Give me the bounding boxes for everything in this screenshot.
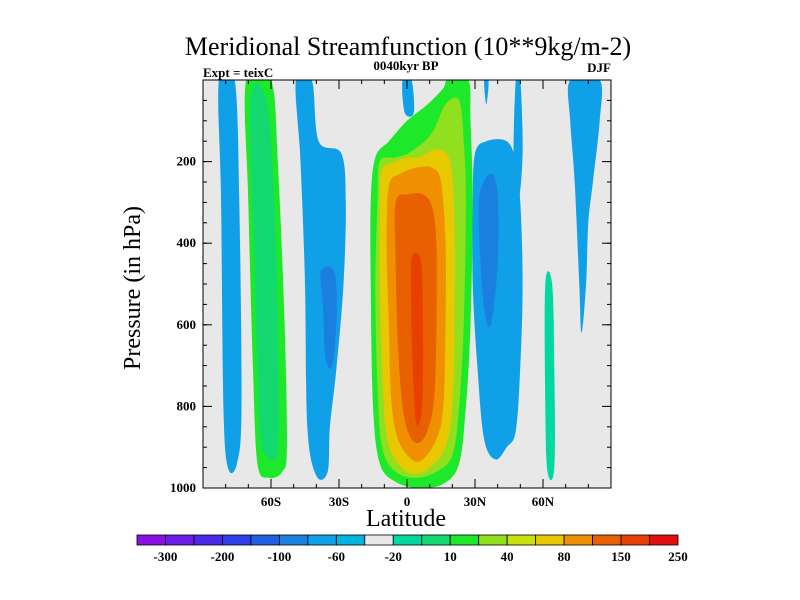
colorbar-swatch xyxy=(392,534,423,546)
contour-region-cell-south-green-inner xyxy=(250,83,279,461)
y-tick-label: 600 xyxy=(177,317,197,332)
experiment-label: Expt = teixC xyxy=(203,65,273,80)
colorbar-label: 80 xyxy=(558,549,571,564)
y-tick-label: 400 xyxy=(177,235,197,250)
contour-region-cell-north-top-strip xyxy=(484,80,489,105)
contour-region-cell-tropic-blue-strip xyxy=(402,80,415,117)
colorbar: -300 -200 -100 -60 -20 10 40 80 150 250 xyxy=(136,534,688,564)
contour-region-cell-north-blue-inner xyxy=(478,173,499,328)
colorbar-swatch xyxy=(364,534,394,546)
colorbar-swatch xyxy=(563,534,593,546)
colorbar-label: 10 xyxy=(444,549,457,564)
colorbar-label: -20 xyxy=(385,549,402,564)
colorbar-swatch xyxy=(278,534,309,546)
y-tick-label: 800 xyxy=(177,398,197,413)
plot-area xyxy=(202,79,612,489)
y-axis: 200 400 600 800 1000 xyxy=(170,154,611,495)
x-tick-label: 30S xyxy=(329,494,349,509)
colorbar-swatch xyxy=(421,534,451,546)
x-axis: 60S 30S 0 30N 60N xyxy=(261,80,555,509)
colorbar-swatch xyxy=(506,534,537,546)
y-axis-label: Pressure (in hPa) xyxy=(120,206,146,370)
colorbar-label: 40 xyxy=(501,549,514,564)
colorbar-label: -60 xyxy=(328,549,345,564)
colorbar-label: -200 xyxy=(210,549,234,564)
x-tick-label: 0 xyxy=(404,494,411,509)
colorbar-swatch xyxy=(535,534,565,546)
colorbar-swatch xyxy=(193,534,223,546)
y-tick-label: 200 xyxy=(177,154,197,169)
colorbar-label: 150 xyxy=(611,549,631,564)
colorbar-swatch xyxy=(620,534,650,546)
x-tick-label: 60N xyxy=(532,494,555,509)
contour-region-cell-north-strip xyxy=(513,80,523,203)
colorbar-swatch xyxy=(449,534,480,546)
colorbar-label: -100 xyxy=(267,549,291,564)
colorbar-label: 250 xyxy=(668,549,688,564)
x-axis-label: Latitude xyxy=(366,506,446,532)
colorbar-label: -300 xyxy=(154,549,178,564)
chart-title: Meridional Streamfunction (10**9kg/m-2) xyxy=(185,32,631,61)
colorbar-swatch xyxy=(222,534,252,546)
colorbar-swatch xyxy=(649,534,679,546)
contour-region-cell-midsouth-blue-inner xyxy=(320,266,337,369)
colorbar-swatch xyxy=(592,534,622,546)
y-tick-label: 1000 xyxy=(170,480,196,495)
colorbar-swatch xyxy=(136,534,166,546)
contour-region-cell-far-north xyxy=(567,80,603,333)
contour-region-cell-far-south xyxy=(218,80,242,474)
colorbar-swatch xyxy=(478,534,508,546)
colorbar-swatch xyxy=(335,534,366,546)
contour-region-cell-hadley-core xyxy=(410,252,424,426)
contour-region-cell-north-green xyxy=(544,271,555,481)
x-tick-label: 30N xyxy=(464,494,487,509)
x-tick-label: 60S xyxy=(261,494,281,509)
colorbar-swatch xyxy=(307,534,337,546)
season-label: DJF xyxy=(587,60,611,75)
period-label: 0040kyr BP xyxy=(373,58,438,73)
colorbar-swatch xyxy=(250,534,280,546)
colorbar-swatch xyxy=(165,534,195,546)
